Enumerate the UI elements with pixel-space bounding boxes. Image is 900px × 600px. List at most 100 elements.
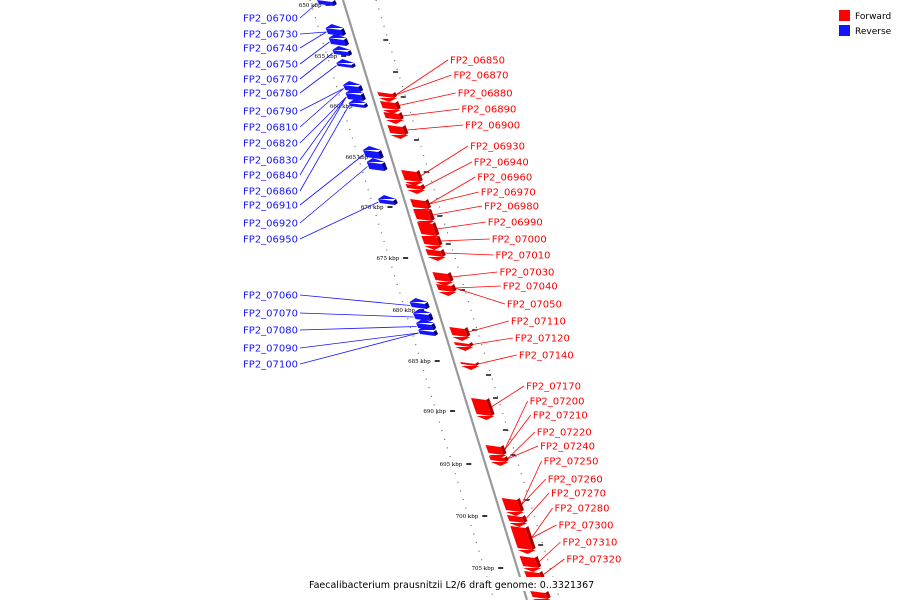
forward-leader-line [521,478,547,506]
reverse-gene-label[interactable]: FP2_07100 [243,360,298,371]
forward-gene-feature[interactable] [488,456,509,466]
forward-gene-label[interactable]: FP2_07280 [555,504,610,515]
forward-gene-label[interactable]: FP2_07120 [515,334,570,345]
forward-gene-label[interactable]: FP2_07110 [511,317,566,328]
gene-body [343,85,361,92]
forward-gene-label[interactable]: FP2_07210 [533,411,588,422]
forward-gene-feature[interactable] [387,125,409,139]
forward-gene-label[interactable]: FP2_07320 [566,555,621,566]
forward-gene-feature[interactable] [519,556,542,572]
forward-gene-label[interactable]: FP2_07240 [540,442,595,453]
forward-gene-feature[interactable] [425,249,446,261]
reverse-leader-line [299,332,419,349]
reverse-gene-label[interactable]: FP2_06830 [243,156,298,167]
forward-gene-label[interactable]: FP2_07170 [526,382,581,393]
forward-gene-feature[interactable] [421,236,443,250]
forward-gene-label[interactable]: FP2_06990 [488,218,543,229]
reverse-gene-feature[interactable] [345,89,366,101]
forward-gene-label[interactable]: FP2_07050 [507,300,562,311]
forward-gene-label[interactable]: FP2_06960 [477,173,532,184]
forward-gene-feature[interactable] [501,498,525,516]
forward-gene-feature[interactable] [377,92,398,102]
forward-gene-feature[interactable] [405,184,426,194]
reverse-gene-label[interactable]: FP2_06780 [243,89,298,100]
reverse-gene-label[interactable]: FP2_07070 [243,309,298,320]
forward-gene-label[interactable]: FP2_06930 [470,142,525,153]
reverse-gene-feature[interactable] [317,0,337,6]
forward-gene-label[interactable]: FP2_07200 [530,397,585,408]
forward-gene-label[interactable]: FP2_07260 [548,475,603,486]
reverse-leader-line [299,96,347,144]
forward-gene-label[interactable]: FP2_07010 [496,251,551,262]
gene-shade [431,323,437,330]
forward-gene-label[interactable]: FP2_06970 [481,188,536,199]
forward-gene-feature[interactable] [417,222,440,240]
reverse-gene-feature[interactable] [336,59,356,68]
forward-gene-label[interactable]: FP2_06880 [458,89,513,100]
forward-gene-feature[interactable] [530,591,551,600]
reverse-gene-label[interactable]: FP2_06790 [243,107,298,118]
legend-reverse-label: Reverse [855,27,892,37]
reverse-gene-label[interactable]: FP2_06810 [243,123,298,134]
reverse-gene-label[interactable]: FP2_07080 [243,326,298,337]
forward-gene-feature[interactable] [460,362,480,370]
forward-gene-label[interactable]: FP2_07040 [503,282,558,293]
reverse-gene-label[interactable]: FP2_06770 [243,75,298,86]
reverse-gene-label[interactable]: FP2_06840 [243,171,298,182]
reverse-gene-label[interactable]: FP2_06910 [243,201,298,212]
reverse-gene-label[interactable]: FP2_06950 [243,235,298,246]
forward-gene-label[interactable]: FP2_06900 [465,121,520,132]
reverse-gene-feature[interactable] [343,81,364,92]
forward-gene-feature[interactable] [485,445,507,459]
forward-gene-feature[interactable] [510,526,536,554]
forward-gene-label[interactable]: FP2_07030 [499,268,554,279]
forward-gene-feature[interactable] [383,112,404,124]
reverse-gene-feature[interactable] [348,99,369,108]
reverse-gene-label[interactable]: FP2_06730 [243,30,298,41]
reverse-gene-feature[interactable] [409,298,430,309]
reverse-gene-label[interactable]: FP2_07060 [243,291,298,302]
forward-gene-feature[interactable] [449,327,471,341]
forward-gene-label[interactable]: FP2_07270 [551,489,606,500]
forward-gene-feature[interactable] [413,209,435,225]
forward-gene-label[interactable]: FP2_07140 [519,351,574,362]
gene-arrow [452,337,471,341]
forward-gene-label[interactable]: FP2_07000 [492,235,547,246]
forward-gene-label[interactable]: FP2_07220 [537,428,592,439]
reverse-gene-label[interactable]: FP2_06820 [243,139,298,150]
reverse-gene-feature[interactable] [412,309,434,321]
reverse-gene-label[interactable]: FP2_07090 [243,344,298,355]
forward-gene-feature[interactable] [432,272,454,286]
forward-gene-feature[interactable] [401,170,423,186]
reverse-gene-feature[interactable] [332,46,353,56]
forward-gene-feature[interactable] [453,342,474,351]
reverse-gene-label[interactable]: FP2_06750 [243,60,298,71]
forward-gene-label[interactable]: FP2_06870 [454,71,509,82]
gene-shade [343,38,350,46]
forward-gene-feature[interactable] [471,398,495,420]
forward-gene-feature[interactable] [506,515,528,527]
forward-gene-label[interactable]: FP2_07300 [559,521,614,532]
reverse-gene-label[interactable]: FP2_06860 [243,187,298,198]
reverse-gene-feature[interactable] [366,158,388,171]
reverse-leader-line [299,96,347,176]
reverse-gene-label[interactable]: FP2_06700 [243,14,298,25]
forward-gene-feature[interactable] [436,284,457,296]
reverse-gene-feature[interactable] [325,24,347,36]
reverse-gene-label[interactable]: FP2_06920 [243,219,298,230]
reverse-gene-feature[interactable] [418,326,439,336]
forward-gene-label[interactable]: FP2_06850 [450,56,505,67]
forward-gene-label[interactable]: FP2_06980 [484,202,539,213]
forward-gene-feature[interactable] [379,101,401,114]
forward-gene-label[interactable]: FP2_06940 [474,158,529,169]
reverse-gene-feature[interactable] [363,146,384,159]
forward-gene-label[interactable]: FP2_07310 [562,538,617,549]
gene-arrow [379,98,398,102]
gene-body [485,445,504,455]
reverse-gene-label[interactable]: FP2_06740 [243,44,298,55]
forward-gene-label[interactable]: FP2_07250 [544,457,599,468]
forward-gene-label[interactable]: FP2_06890 [461,105,516,116]
reverse-gene-feature[interactable] [378,195,398,205]
gene-body [449,327,468,337]
reverse-gene-feature[interactable] [328,34,350,46]
